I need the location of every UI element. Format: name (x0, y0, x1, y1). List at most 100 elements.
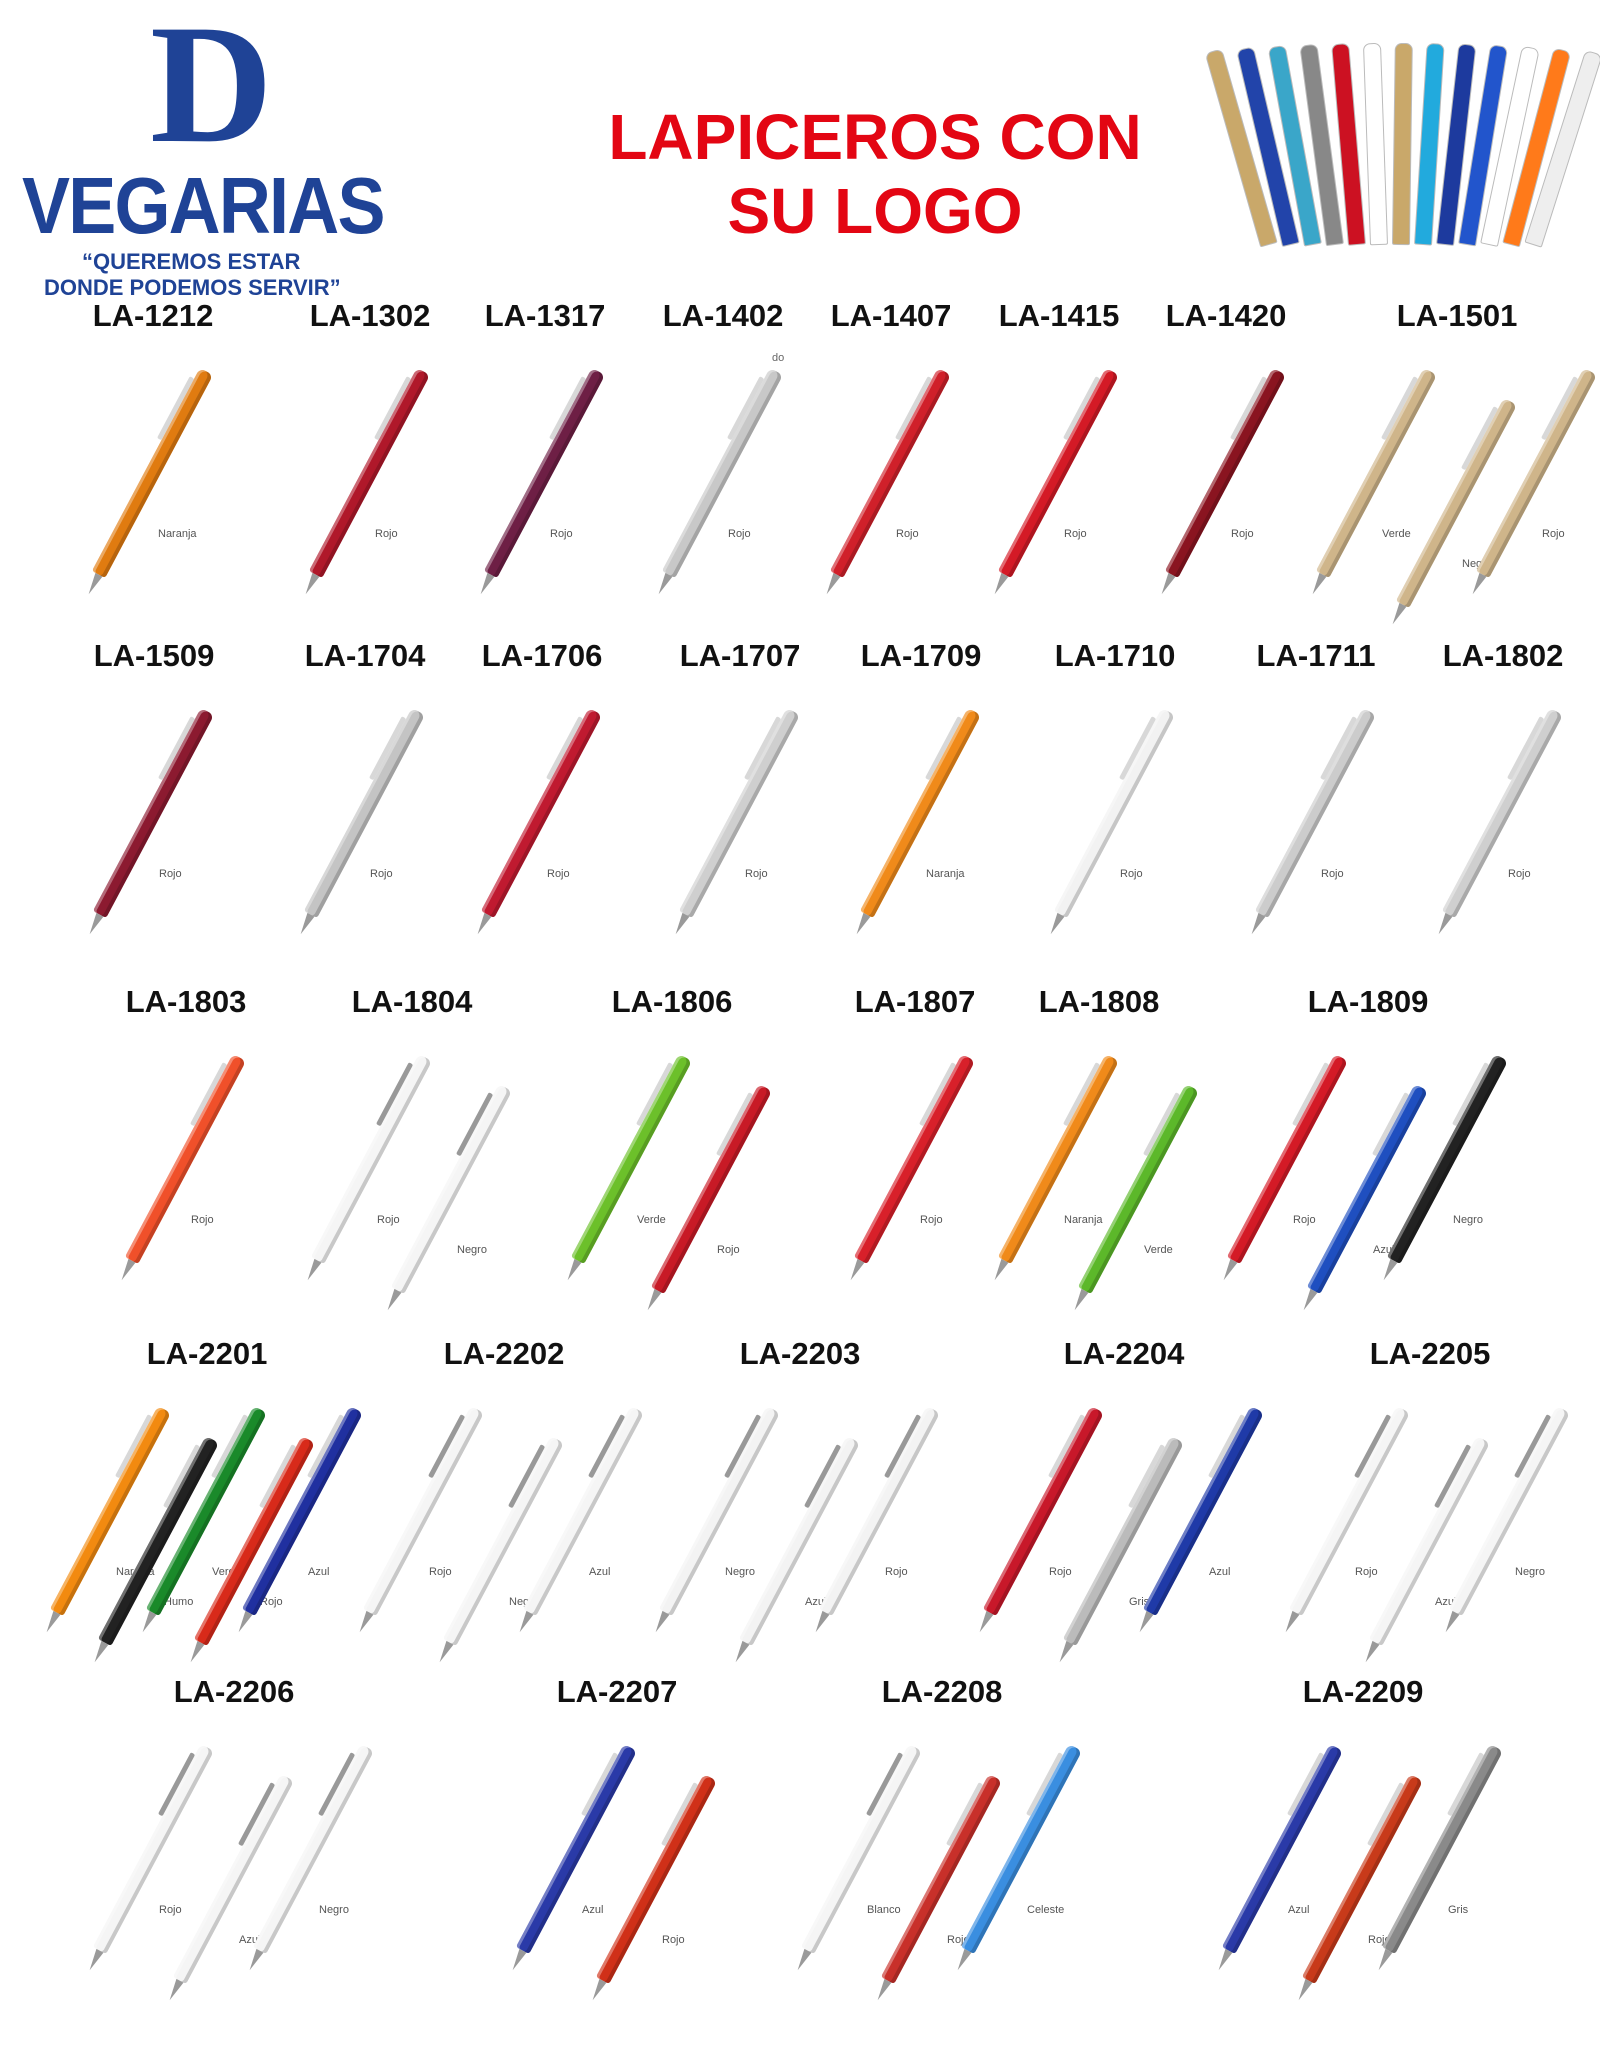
pen-fan-image (1204, 15, 1600, 255)
pen-image (738, 1435, 861, 1647)
pen-clip (548, 376, 587, 441)
pen-image (960, 1743, 1083, 1955)
pen-color-label: Naranja (158, 528, 197, 540)
pen-clip (1062, 1062, 1101, 1127)
logo-tagline-1: “QUEREMOS ESTAR (82, 249, 301, 274)
pen-clip (1229, 376, 1268, 441)
pen-clip (1025, 1752, 1064, 1817)
pen-color-label: Verde (1382, 528, 1411, 540)
pen-color-label: Naranja (1064, 1214, 1103, 1226)
pen-color-label: Rojo (159, 1904, 182, 1916)
pen-image (1077, 1083, 1200, 1295)
product-code: LA-2204 (1063, 1336, 1185, 1371)
pen-clip (189, 1062, 228, 1127)
logo-letter: D (150, 0, 273, 178)
pen-clip (237, 1782, 276, 1847)
pen-image (252, 1743, 375, 1955)
pen-clip (114, 1414, 153, 1479)
product-code: LA-1802 (1442, 638, 1564, 673)
product-code: LA-1212 (92, 298, 214, 333)
product-code: LA-1420 (1165, 298, 1287, 333)
pen-image (1164, 367, 1287, 579)
product-code: LA-1809 (1307, 984, 1429, 1019)
product-code: LA-1415 (998, 298, 1120, 333)
pen-image (91, 367, 214, 579)
pen-color-label: Azul (582, 1904, 604, 1916)
pen-color-label: Rojo (1321, 868, 1344, 880)
pen-image (303, 707, 426, 919)
pen-image (480, 707, 603, 919)
pen-clip (1047, 1414, 1086, 1479)
pen-image (818, 1405, 941, 1617)
product-code: LA-1803 (125, 984, 247, 1019)
pen-image (92, 1743, 215, 1955)
pen-image (172, 1773, 295, 1985)
pen-clip (545, 716, 584, 781)
pen-image (124, 1053, 247, 1265)
pen-clip (1118, 716, 1157, 781)
product-code: LA-2207 (556, 1674, 678, 1709)
pen-color-label: Azul (589, 1566, 611, 1578)
product-code: LA-2201 (146, 1336, 268, 1371)
pen-image (1381, 1743, 1504, 1955)
pen-image (982, 1405, 1105, 1617)
pen-clip (258, 1444, 297, 1509)
product-code: LA-1407 (830, 298, 952, 333)
product-code: LA-1710 (1054, 638, 1176, 673)
pen-color-label: Rojo (159, 868, 182, 880)
pen-color-label: Rojo (920, 1214, 943, 1226)
pen-color-label: Rojo (260, 1596, 283, 1608)
pen-image (1221, 1743, 1344, 1955)
pen-clip (1127, 1444, 1166, 1509)
pen-image (1386, 1053, 1509, 1265)
pen-clip (157, 1752, 196, 1817)
pen-image (658, 1405, 781, 1617)
pen-color-label: Rojo (429, 1566, 452, 1578)
pen-clip (1506, 716, 1545, 781)
pen-clip (715, 1092, 754, 1157)
pen-color-label: Humo (164, 1596, 194, 1608)
product-code: LA-1808 (1038, 984, 1160, 1019)
pen-color-label: Rojo (1231, 528, 1254, 540)
pen-image (308, 367, 431, 579)
pen-color-label: Rojo (1508, 868, 1531, 880)
logo-name: VEGARIAS (22, 161, 385, 250)
pen-color-label: Negro (1515, 1566, 1545, 1578)
pen-clip (883, 1414, 922, 1479)
pen-image (362, 1405, 485, 1617)
pen-clip (1353, 1414, 1392, 1479)
pen-color-label: Verde (637, 1214, 666, 1226)
logo-tagline-2: DONDE PODEMOS SERVIR” (44, 275, 341, 300)
product-code: LA-1317 (484, 298, 606, 333)
pen-image (595, 1773, 718, 1985)
product-code: LA-1711 (1256, 638, 1376, 673)
pen-image (650, 1083, 773, 1295)
pen-color-label: Rojo (1293, 1214, 1316, 1226)
pen-image (853, 1053, 976, 1265)
pen-color-label: Negro (1453, 1214, 1483, 1226)
product-code: LA-1302 (309, 298, 431, 333)
product-code: LA-2203 (739, 1336, 861, 1371)
product-code: LA-1707 (679, 638, 801, 673)
pen-image (1053, 707, 1176, 919)
pen-clip (1433, 1444, 1472, 1509)
pen-color-label: Rojo (896, 528, 919, 540)
pen-image (1441, 707, 1564, 919)
pen-clip (368, 716, 407, 781)
pen-image (1142, 1405, 1265, 1617)
pen-color-label: Negro (725, 1566, 755, 1578)
product-code: LA-1704 (304, 638, 426, 673)
pen-clip (373, 376, 412, 441)
pen-clip (1540, 376, 1579, 441)
pen-clip (375, 1062, 414, 1127)
pen-color-label: Azul (1288, 1904, 1310, 1916)
pen-clip (317, 1752, 356, 1817)
pen-color-label: Rojo (547, 868, 570, 880)
product-code: LA-1804 (351, 984, 473, 1019)
pen-clip (455, 1092, 494, 1157)
product-code: LA-1501 (1396, 298, 1518, 333)
title-line-1: LAPICEROS CON (608, 101, 1142, 173)
pen-image (1062, 1435, 1185, 1647)
pen-color-label: Rojo (377, 1214, 400, 1226)
pen-color-label: Rojo (745, 868, 768, 880)
